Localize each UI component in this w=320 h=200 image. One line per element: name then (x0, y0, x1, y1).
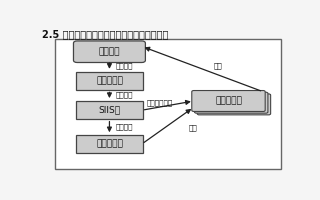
Text: SIIS社: SIIS社 (98, 106, 121, 115)
Text: 通販サイト: 通販サイト (96, 76, 123, 85)
Text: 集荷依頼: 集荷依頼 (116, 124, 133, 130)
FancyBboxPatch shape (197, 94, 271, 115)
FancyBboxPatch shape (195, 92, 268, 113)
Text: 商品注文: 商品注文 (116, 63, 133, 69)
FancyBboxPatch shape (192, 91, 265, 111)
Text: ユーザー: ユーザー (99, 47, 120, 56)
FancyBboxPatch shape (55, 39, 281, 169)
Text: 2.5 運用構図、商品注文から配送までの流れ: 2.5 運用構図、商品注文から配送までの流れ (43, 29, 169, 39)
FancyBboxPatch shape (76, 101, 143, 119)
Text: 生産者さま: 生産者さま (215, 97, 242, 106)
Text: 商品準備依頼: 商品準備依頼 (147, 99, 173, 106)
Text: 配送: 配送 (214, 62, 222, 69)
FancyBboxPatch shape (76, 72, 143, 90)
Text: 注文受付: 注文受付 (116, 92, 133, 98)
FancyBboxPatch shape (74, 41, 145, 63)
FancyBboxPatch shape (76, 135, 143, 153)
Text: 佐川急便社: 佐川急便社 (96, 140, 123, 149)
Text: 集荷: 集荷 (189, 125, 197, 131)
